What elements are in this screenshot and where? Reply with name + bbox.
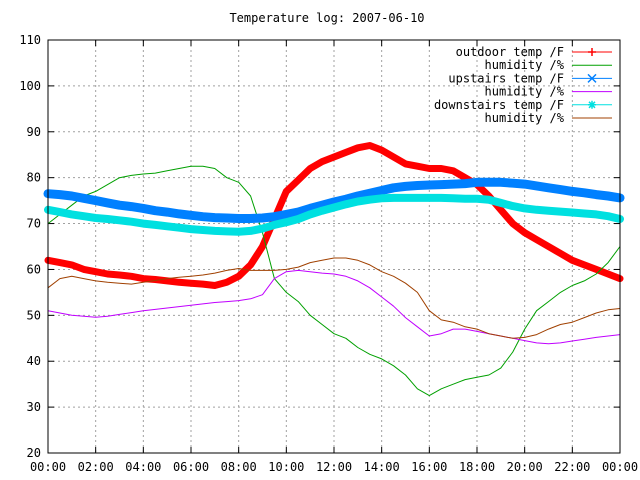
legend-label: humidity /% xyxy=(485,111,565,125)
y-tick-label: 50 xyxy=(27,308,41,322)
legend-label: upstairs temp /F xyxy=(448,71,564,85)
series-layer xyxy=(43,142,625,397)
grid xyxy=(48,40,620,453)
y-tick-label: 40 xyxy=(27,354,41,368)
y-tick-label: 70 xyxy=(27,217,41,231)
series-line-3 xyxy=(43,177,625,223)
legend-marker xyxy=(588,100,596,109)
series-line-4 xyxy=(47,269,621,345)
legend-label: outdoor temp /F xyxy=(456,45,564,59)
series-line-6 xyxy=(47,257,621,339)
axis-ticks: 20 30 40 50 60 70 80 90 100 110 00:00 02:00 04:00 06:… xyxy=(19,33,638,474)
series-line-5 xyxy=(44,193,624,236)
x-tick-label: 00:00 xyxy=(602,460,638,474)
plot-frame xyxy=(47,39,621,454)
legend-marker xyxy=(587,73,597,83)
chart-title: Temperature log: 2007-06-10 xyxy=(229,11,424,25)
y-tick-label: 110 xyxy=(19,33,41,47)
legend-marker xyxy=(588,48,596,56)
series-line-1 xyxy=(44,142,624,289)
x-tick-label: 14:00 xyxy=(364,460,400,474)
x-tick-label: 20:00 xyxy=(507,460,543,474)
series-line-2 xyxy=(47,165,621,397)
legend-label: downstairs temp /F xyxy=(434,98,564,112)
legend-label: humidity /% xyxy=(485,85,565,99)
y-tick-label: 80 xyxy=(27,171,41,185)
y-tick-label: 100 xyxy=(19,79,41,93)
y-tick-label: 30 xyxy=(27,400,41,414)
x-tick-label: 00:00 xyxy=(30,460,66,474)
x-tick-label: 02:00 xyxy=(78,460,114,474)
x-tick-label: 12:00 xyxy=(316,460,352,474)
x-tick-label: 18:00 xyxy=(459,460,495,474)
x-tick-label: 06:00 xyxy=(173,460,209,474)
x-tick-label: 10:00 xyxy=(268,460,304,474)
y-tick-label: 20 xyxy=(27,446,41,460)
legend-label: humidity /% xyxy=(485,58,565,72)
x-tick-label: 04:00 xyxy=(125,460,161,474)
x-tick-label: 16:00 xyxy=(411,460,447,474)
y-tick-label: 60 xyxy=(27,262,41,276)
y-tick-label: 90 xyxy=(27,125,41,139)
x-tick-label: 22:00 xyxy=(554,460,590,474)
x-tick-label: 08:00 xyxy=(221,460,257,474)
